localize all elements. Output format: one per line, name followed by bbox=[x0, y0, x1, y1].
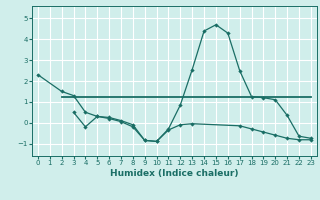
X-axis label: Humidex (Indice chaleur): Humidex (Indice chaleur) bbox=[110, 169, 239, 178]
